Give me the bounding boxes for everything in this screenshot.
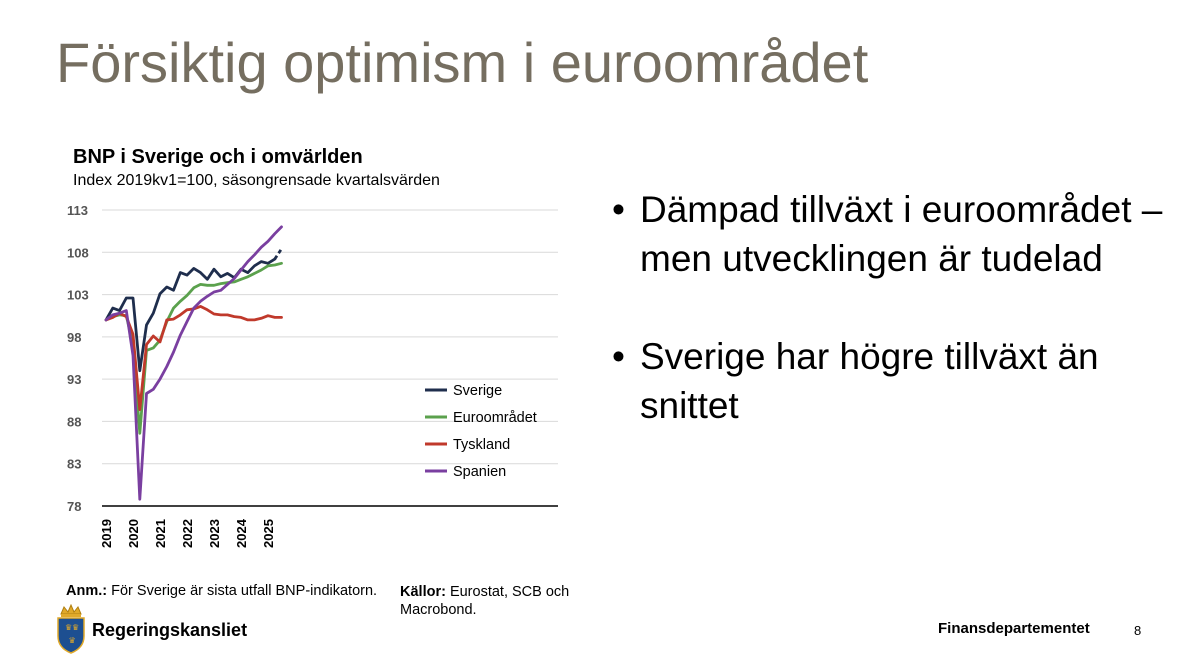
y-tick-label: 88 xyxy=(67,414,81,429)
sources-label: Källor: xyxy=(400,584,446,600)
chart-note: Anm.: För Sverige är sista utfall BNP-in… xyxy=(66,583,377,599)
slide-title: Försiktig optimism i euroområdet xyxy=(56,31,869,94)
note-text: För Sverige är sista utfall BNP-indikato… xyxy=(107,583,378,599)
x-tick-label: 2019 xyxy=(99,519,114,548)
x-tick-label: 2022 xyxy=(180,519,195,548)
legend-label: Sverige xyxy=(453,383,502,399)
y-tick-label: 108 xyxy=(67,245,89,260)
x-tick-label: 2021 xyxy=(153,519,168,548)
legend-label: Euroområdet xyxy=(453,410,537,426)
bullet-list: Dämpad tillväxt i euroområdet – men utve… xyxy=(612,185,1182,479)
note-label: Anm.: xyxy=(66,583,108,599)
series-line-dashed-sverige xyxy=(273,248,283,260)
chart-subtitle: Index 2019kv1=100, säsongrensade kvartal… xyxy=(73,172,440,189)
y-tick-label: 113 xyxy=(67,203,88,218)
chart-title: BNP i Sverige och i omvärlden xyxy=(73,146,363,168)
y-tick-label: 83 xyxy=(67,457,81,472)
chart-sources: Källor: Eurostat, SCB och Macrobond. xyxy=(400,583,590,619)
y-tick-label: 93 xyxy=(67,372,81,387)
logo-text: Regeringskansliet xyxy=(92,620,248,640)
x-tick-label: 2025 xyxy=(261,519,276,548)
svg-text:♛: ♛ xyxy=(72,623,79,632)
sources-text: Eurostat, SCB och Macrobond. xyxy=(400,584,570,618)
x-tick-label: 2024 xyxy=(234,518,249,548)
y-tick-label: 103 xyxy=(67,288,89,303)
x-tick-label: 2020 xyxy=(126,519,141,548)
legend-label: Tyskland xyxy=(453,437,510,453)
page-number: 8 xyxy=(1134,623,1142,638)
department-name: Finansdepartementet xyxy=(938,620,1090,637)
x-tick-label: 2023 xyxy=(207,519,222,548)
bullet-item: Sverige har högre tillväxt än snittet xyxy=(612,332,1182,430)
gdp-line-chart: 78 83 88 93 98 103 108 113 2019 2020 2021 2022 2023 2… xyxy=(67,203,558,548)
bullet-item: Dämpad tillväxt i euroområdet – men utve… xyxy=(612,185,1182,283)
y-tick-label: 78 xyxy=(67,499,81,514)
y-tick-label: 98 xyxy=(67,330,81,345)
svg-text:♛: ♛ xyxy=(69,636,76,645)
series-line-spanien xyxy=(104,225,283,501)
legend-label: Spanien xyxy=(453,464,506,480)
crown-shield-icon: ♛ ♛ ♛ xyxy=(57,604,85,654)
svg-text:♛: ♛ xyxy=(65,623,72,632)
series-line-sverige xyxy=(104,257,277,373)
